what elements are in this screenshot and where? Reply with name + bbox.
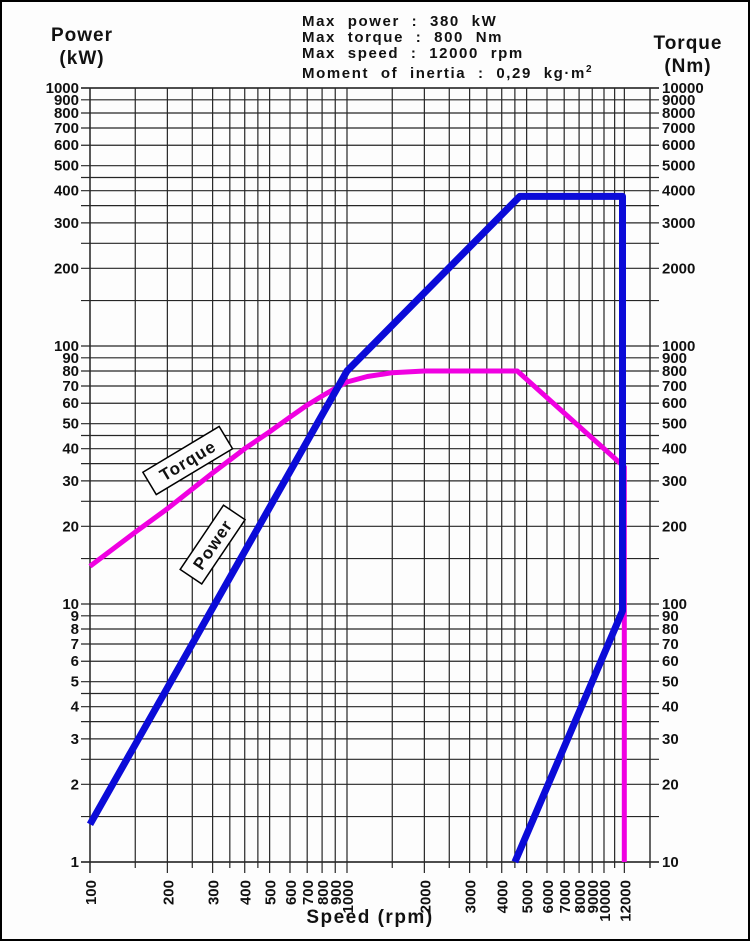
inertia-superscript: 2 [585,64,592,75]
y-left-tick-label: 20 [62,518,79,535]
power-label-box [179,504,247,585]
y-right-tick-label: 600 [662,395,687,412]
y-right-tick-label: 200 [662,518,687,535]
x-tick-label: 400 [238,880,255,905]
y-left-tick-label: 7 [71,636,79,653]
x-tick-label: 300 [206,880,223,905]
x-tick-label: 12000 [617,880,634,922]
x-tick-label: 1000 [340,880,357,913]
torque-label-box [141,425,234,496]
y-left-tick-label: 2 [71,776,79,793]
x-tick-label: 900 [328,880,345,905]
y-right-tick-label: 20 [662,776,679,793]
y-right-tick-label: 500 [662,416,687,433]
y-right-tick-label: 700 [662,378,687,395]
y-right-tick-label: 2000 [662,260,695,277]
y-left-tick-label: 900 [54,92,79,109]
y-left-tick-label: 60 [62,395,79,412]
y-right-tick-label: 5000 [662,158,695,175]
x-tick-label: 500 [263,880,280,905]
y-left-tick-label: 50 [62,416,79,433]
right-axis-title-line2: (Nm) [664,56,712,77]
y-right-tick-label: 800 [662,363,687,380]
y-left-tick-label: 6 [71,653,79,670]
y-left-tick-label: 40 [62,441,79,458]
y-left-tick-label: 500 [54,158,79,175]
x-tick-label: 200 [160,880,177,905]
x-tick-label: 800 [315,880,332,905]
right-axis-title: Torque (Nm) [638,32,738,78]
y-right-tick-label: 70 [662,636,679,653]
y-right-tick-label: 100 [662,596,687,613]
y-right-tick-label: 900 [662,350,687,367]
x-tick-label: 600 [283,880,300,905]
y-right-tick-label: 10 [662,854,679,871]
x-tick-label: 3000 [463,880,480,913]
y-left-tick-label: 80 [62,363,79,380]
x-tick-label: 5000 [520,880,537,913]
power-curve [86,192,626,864]
left-axis-title-line1: Power [50,25,114,46]
y-left-tick-label: 700 [54,120,79,137]
spec-max-power: Max power : 380 kW [302,13,498,30]
x-tick-label: 2000 [417,880,434,913]
right-axis-title-line1: Torque [653,33,723,54]
y-right-tick-label: 4000 [662,183,695,200]
y-right-tick-label: 1000 [662,338,695,355]
x-tick-label: 4000 [495,880,512,913]
spec-header: Max power : 380 kW Max torque : 800 Nm M… [302,14,592,82]
spec-inertia: Moment of inertia : 0,29 kg·m2 [302,64,592,82]
y-left-tick-label: 1 [71,854,79,871]
y-left-tick-label: 10 [62,596,79,613]
x-tick-label: 9000 [585,880,602,913]
x-tick-label: 100 [83,880,100,905]
y-right-tick-label: 60 [662,653,679,670]
x-tick-label: 10000 [597,880,614,922]
torque-curve [88,368,627,862]
y-left-tick-label: 100 [54,338,79,355]
y-left-tick-label: 5 [71,674,79,691]
y-right-tick-label: 3000 [662,215,695,232]
left-axis-title-line2: (kW) [59,48,105,69]
spec-max-speed: Max speed : 12000 rpm [302,45,524,62]
y-left-tick-label: 600 [54,137,79,154]
y-right-tick-label: 7000 [662,120,695,137]
y-right-tick-label: 10000 [662,80,704,97]
torque-curve-label: Torque [141,425,234,496]
left-axis-title: Power (kW) [32,24,132,70]
x-tick-label: 8000 [572,880,589,913]
y-right-tick-label: 90 [662,608,679,625]
y-right-tick-label: 8000 [662,105,695,122]
y-right-tick-label: 9000 [662,92,695,109]
y-left-tick-label: 3 [71,731,79,748]
y-left-tick-label: 30 [62,473,79,490]
y-left-tick-label: 70 [62,378,79,395]
y-right-tick-label: 80 [662,621,679,638]
spec-max-torque: Max torque : 800 Nm [302,29,504,46]
x-axis-title: Speed (rpm) [306,907,434,928]
y-left-tick-label: 9 [71,608,79,625]
y-left-tick-label: 8 [71,621,79,638]
y-right-tick-label: 6000 [662,137,695,154]
y-right-tick-label: 30 [662,731,679,748]
x-tick-label: 700 [300,880,317,905]
y-left-tick-label: 90 [62,350,79,367]
y-left-tick-label: 200 [54,260,79,277]
x-tick-label: 6000 [540,880,557,913]
y-right-tick-label: 40 [662,699,679,716]
y-left-tick-label: 400 [54,183,79,200]
y-right-tick-label: 400 [662,441,687,458]
y-left-tick-label: 4 [71,699,80,716]
y-left-tick-label: 800 [54,105,79,122]
y-left-tick-label: 300 [54,215,79,232]
y-left-tick-label: 1000 [46,80,79,97]
x-tick-label: 7000 [557,880,574,913]
y-right-tick-label: 50 [662,674,679,691]
y-right-tick-label: 300 [662,473,687,490]
